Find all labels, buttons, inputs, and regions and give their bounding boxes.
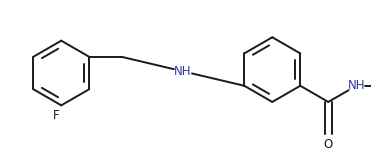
Text: NH: NH <box>174 65 192 78</box>
Text: NH: NH <box>348 79 365 92</box>
Text: O: O <box>324 138 333 151</box>
Text: F: F <box>53 109 60 122</box>
